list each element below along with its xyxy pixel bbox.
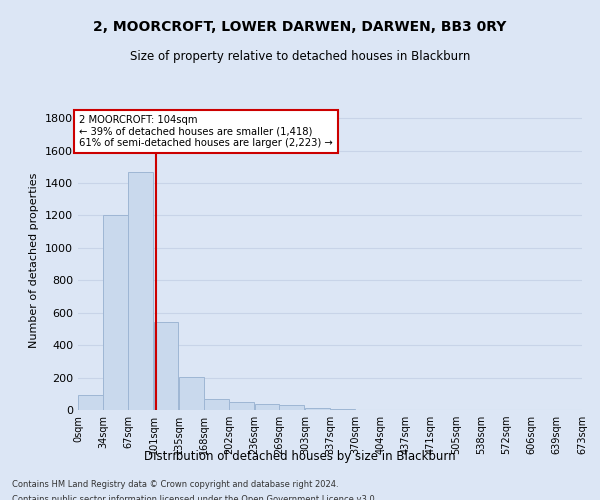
Text: 2 MOORCROFT: 104sqm
← 39% of detached houses are smaller (1,418)
61% of semi-det: 2 MOORCROFT: 104sqm ← 39% of detached ho… — [79, 115, 333, 148]
Bar — [280, 406, 304, 410]
Bar — [229, 402, 254, 410]
Bar — [204, 400, 229, 410]
Bar — [128, 172, 153, 410]
Bar — [331, 408, 355, 410]
Bar — [154, 322, 178, 410]
Y-axis label: Number of detached properties: Number of detached properties — [29, 172, 40, 348]
Bar — [305, 408, 329, 410]
Bar — [78, 396, 103, 410]
Bar — [179, 377, 204, 410]
Text: Contains HM Land Registry data © Crown copyright and database right 2024.: Contains HM Land Registry data © Crown c… — [12, 480, 338, 489]
Bar — [103, 216, 128, 410]
Text: Contains public sector information licensed under the Open Government Licence v3: Contains public sector information licen… — [12, 495, 377, 500]
Text: 2, MOORCROFT, LOWER DARWEN, DARWEN, BB3 0RY: 2, MOORCROFT, LOWER DARWEN, DARWEN, BB3 … — [94, 20, 506, 34]
Text: Distribution of detached houses by size in Blackburn: Distribution of detached houses by size … — [144, 450, 456, 463]
Text: Size of property relative to detached houses in Blackburn: Size of property relative to detached ho… — [130, 50, 470, 63]
Bar — [255, 404, 280, 410]
